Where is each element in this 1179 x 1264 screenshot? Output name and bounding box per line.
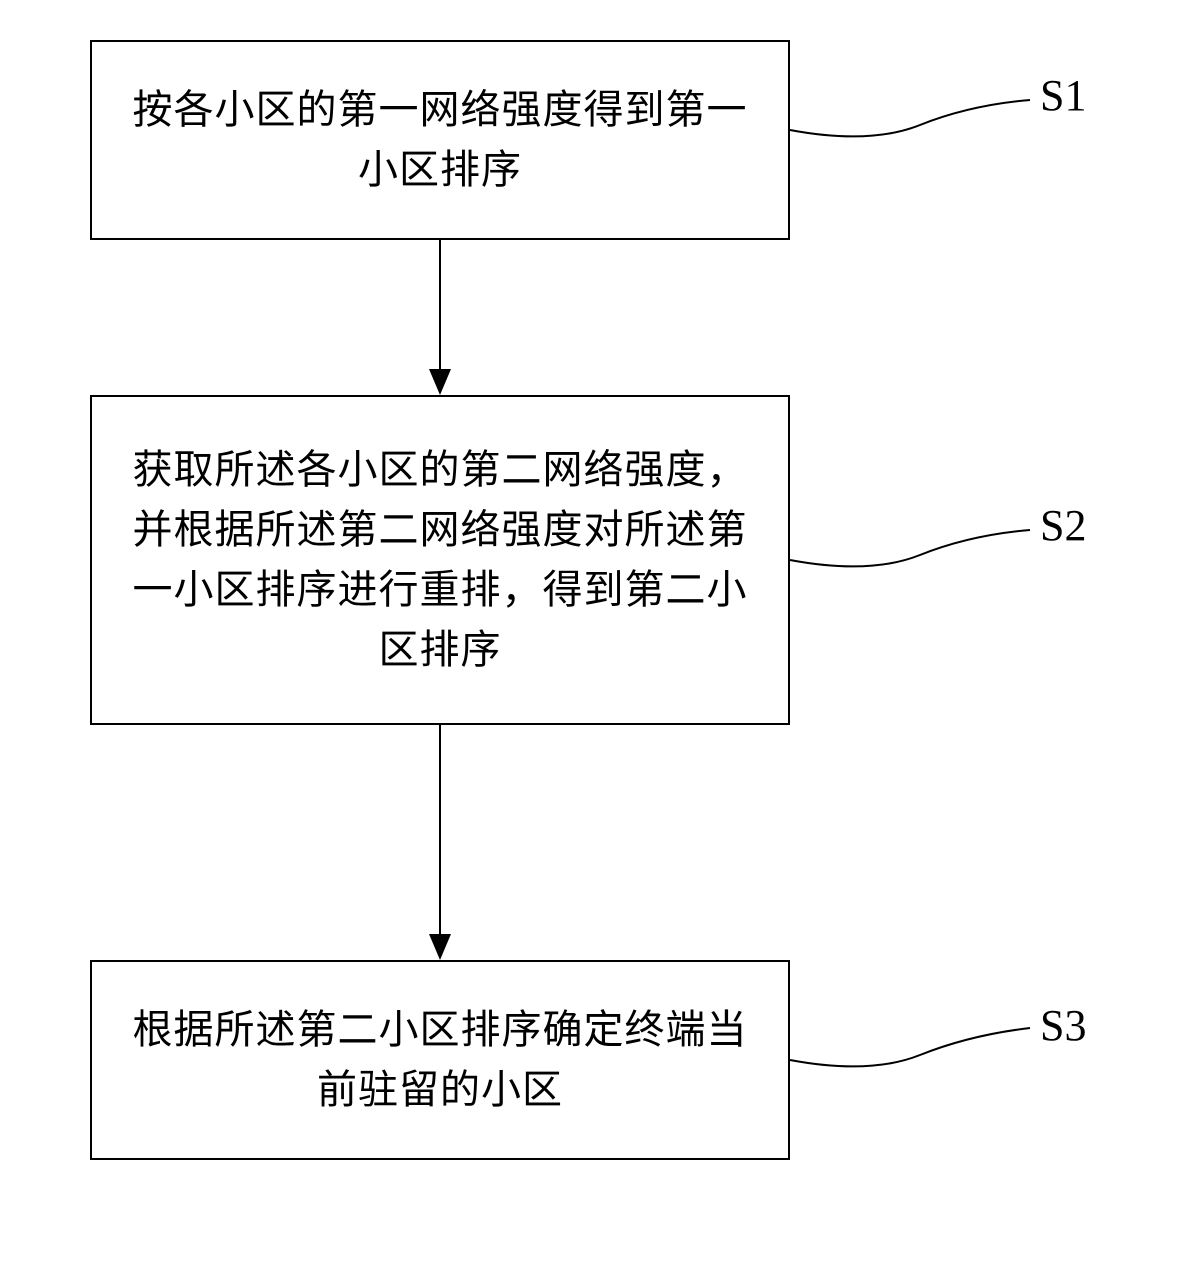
step-label-s3: S3 [1040, 1000, 1086, 1051]
flowchart-canvas: 按各小区的第一网络强度得到第一小区排序 获取所述各小区的第二网络强度，并根据所述… [0, 0, 1179, 1264]
flowchart-step-s1: 按各小区的第一网络强度得到第一小区排序 [90, 40, 790, 240]
step-s1-text: 按各小区的第一网络强度得到第一小区排序 [122, 80, 758, 200]
flowchart-step-s2: 获取所述各小区的第二网络强度，并根据所述第二网络强度对所述第一小区排序进行重排，… [90, 395, 790, 725]
step-label-s1: S1 [1040, 70, 1086, 121]
step-s3-text: 根据所述第二小区排序确定终端当前驻留的小区 [122, 1000, 758, 1120]
callout-curve-s2 [790, 530, 1030, 566]
arrow-s1-to-s2 [429, 240, 451, 395]
arrow-s2-to-s3 [429, 725, 451, 960]
step-s2-text: 获取所述各小区的第二网络强度，并根据所述第二网络强度对所述第一小区排序进行重排，… [122, 440, 758, 680]
flowchart-step-s3: 根据所述第二小区排序确定终端当前驻留的小区 [90, 960, 790, 1160]
step-label-s2: S2 [1040, 500, 1086, 551]
callout-curve-s3 [790, 1028, 1030, 1066]
callout-curve-s1 [790, 100, 1030, 136]
